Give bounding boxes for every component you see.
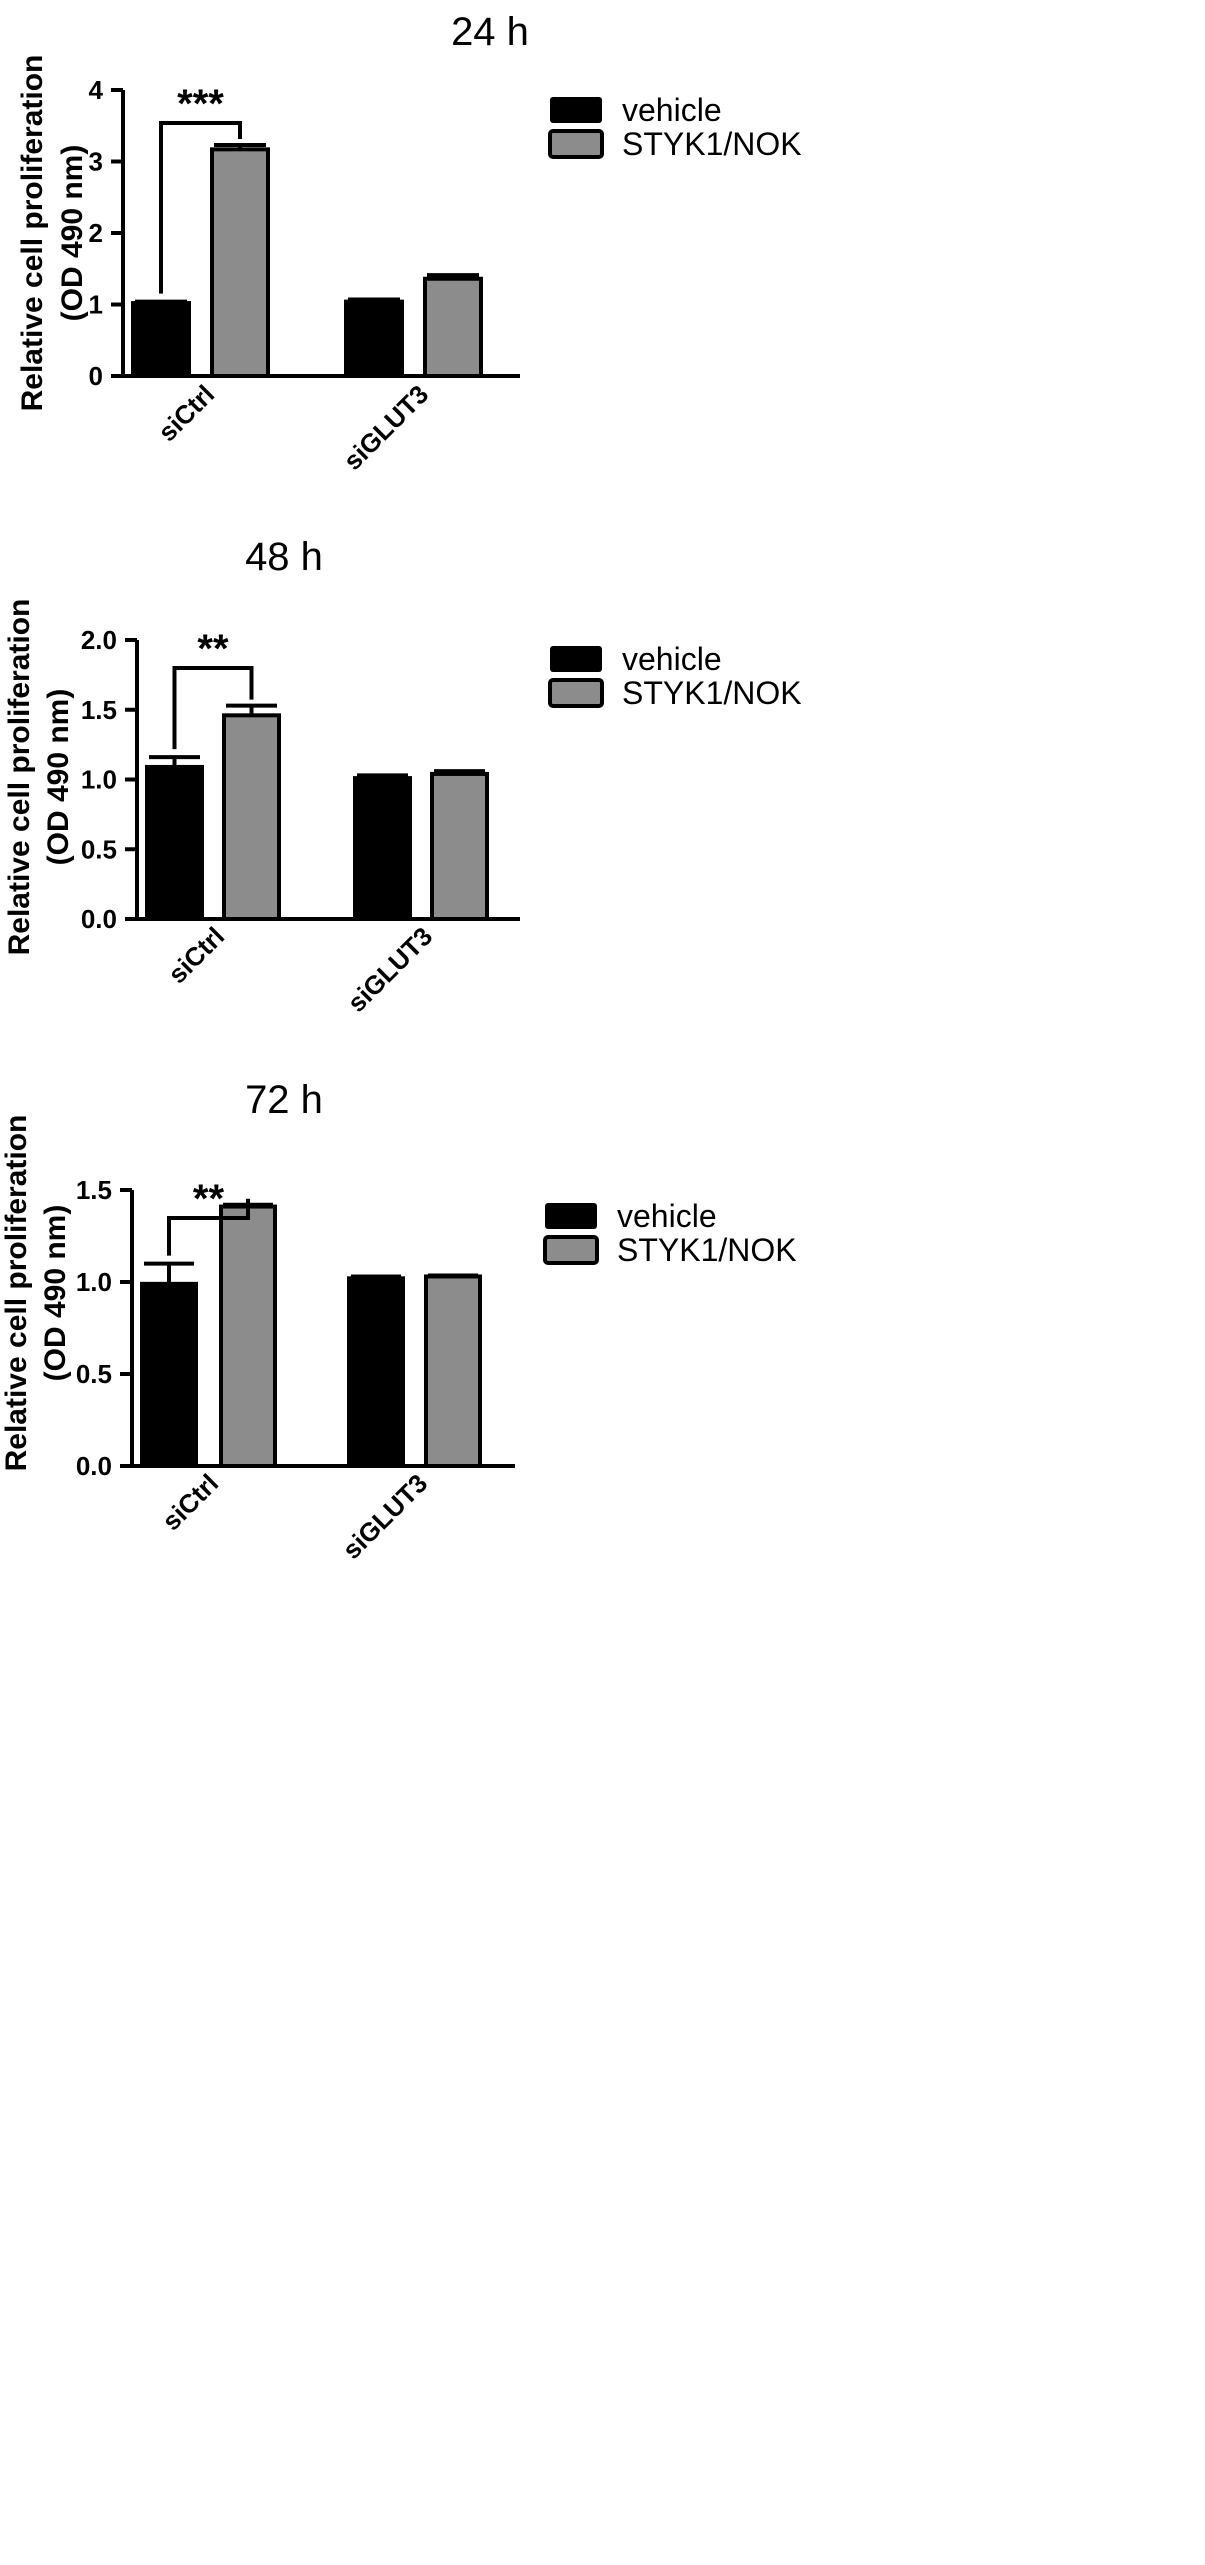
significance-bracket: *** <box>159 82 242 294</box>
chart-title: 24 h <box>451 10 529 54</box>
y-axis-label-line1: Relative cell proliferation <box>16 55 49 412</box>
significance-label: *** <box>177 82 224 126</box>
legend-swatch-styk1-nok <box>548 678 604 708</box>
x-tick-label-siglut3: siGLUT3 <box>341 921 438 1018</box>
significance-bracket-line <box>167 1198 250 1256</box>
bar-siglut3-styk1-nok <box>423 276 483 379</box>
legend-swatch-vehicle <box>550 97 602 123</box>
legend: vehicle STYK1/NOK <box>548 641 802 711</box>
legend-label-vehicle: vehicle <box>622 641 722 677</box>
legend-label-vehicle: vehicle <box>617 1198 717 1234</box>
y-tick-label: 0.5 <box>76 1359 112 1389</box>
y-axis-label-line1: Relative cell proliferation <box>3 599 36 956</box>
y-tick-label: 1 <box>89 290 103 320</box>
y-axis-ticks: 0.0 0.5 1.0 1.5 <box>76 1175 132 1481</box>
significance-bracket: ** <box>172 627 254 750</box>
legend-swatch-styk1-nok <box>548 129 604 159</box>
y-tick-label: 4 <box>89 75 104 105</box>
significance-bracket-line <box>172 666 254 750</box>
error-bars-group <box>149 703 485 779</box>
bar-sictrl-styk1-nok <box>210 147 270 378</box>
significance-label: ** <box>193 1177 225 1221</box>
y-tick-label: 0.0 <box>76 1451 112 1481</box>
y-tick-label: 0.0 <box>81 904 117 934</box>
y-tick-label: 0.5 <box>81 834 117 864</box>
bar-siglut3-vehicle <box>347 1276 405 1468</box>
x-tick-label-siglut3: siGLUT3 <box>336 1468 433 1565</box>
y-tick-label: 0 <box>89 361 103 391</box>
y-tick-label: 1.0 <box>76 1267 112 1297</box>
legend-swatch-styk1-nok <box>543 1235 599 1265</box>
bars-group <box>140 1204 482 1469</box>
legend: vehicle STYK1/NOK <box>543 1198 797 1268</box>
bars-group <box>145 713 489 922</box>
legend-swatch-vehicle <box>550 646 602 672</box>
y-axis-ticks: 0.0 0.5 1.0 1.5 2.0 <box>81 625 137 934</box>
significance-bracket-line <box>159 121 242 294</box>
legend-label-styk1-nok: STYK1/NOK <box>617 1232 797 1268</box>
bar-sictrl-vehicle <box>131 301 191 379</box>
legend-swatch-vehicle <box>545 1203 597 1229</box>
significance-label: ** <box>197 627 229 671</box>
bar-sictrl-styk1-nok <box>219 1204 277 1469</box>
legend-label-styk1-nok: STYK1/NOK <box>622 126 802 162</box>
y-tick-label: 2.0 <box>81 625 117 655</box>
bar-sictrl-vehicle <box>145 764 204 921</box>
chart-title: 72 h <box>245 1078 323 1122</box>
legend-label-vehicle: vehicle <box>622 92 722 128</box>
bar-siglut3-vehicle <box>353 776 412 921</box>
y-tick-label: 3 <box>89 147 103 177</box>
bar-sictrl-styk1-nok <box>222 713 281 922</box>
error-bars-group <box>135 143 479 304</box>
bar-siglut3-styk1-nok <box>430 771 489 921</box>
bars-group <box>131 147 483 379</box>
legend-label-styk1-nok: STYK1/NOK <box>622 675 802 711</box>
chart-panel-72h: 72 h Relative cell proliferation (OD 490… <box>0 1078 797 1565</box>
y-tick-label: 1.5 <box>81 695 117 725</box>
chart-title: 48 h <box>245 535 323 579</box>
y-axis-ticks: 0 1 2 3 4 <box>89 75 123 391</box>
y-axis-label-line2: (OD 490 nm) <box>42 689 75 866</box>
bar-siglut3-vehicle <box>344 299 404 379</box>
y-axis-label-line2: (OD 490 nm) <box>56 145 89 322</box>
x-tick-label-siglut3: siGLUT3 <box>337 379 434 476</box>
chart-panel-48h: 48 h Relative cell proliferation (OD 490… <box>3 535 802 1018</box>
x-tick-label-sictrl: siCtrl <box>156 1468 224 1536</box>
y-axis-label-line2: (OD 490 nm) <box>39 1205 72 1382</box>
legend: vehicle STYK1/NOK <box>548 92 802 162</box>
bar-siglut3-styk1-nok <box>424 1274 482 1468</box>
y-tick-label: 1.0 <box>81 765 117 795</box>
x-tick-label-sictrl: siCtrl <box>162 921 230 989</box>
significance-bracket: ** <box>167 1177 250 1256</box>
bar-sictrl-vehicle <box>140 1281 198 1468</box>
x-tick-label-sictrl: siCtrl <box>152 379 220 447</box>
y-tick-label: 1.5 <box>76 1175 112 1205</box>
y-axis-label-line1: Relative cell proliferation <box>0 1115 33 1472</box>
y-tick-label: 2 <box>89 218 103 248</box>
chart-panel-24h: 24 h Relative cell proliferation (OD 490… <box>16 10 802 476</box>
